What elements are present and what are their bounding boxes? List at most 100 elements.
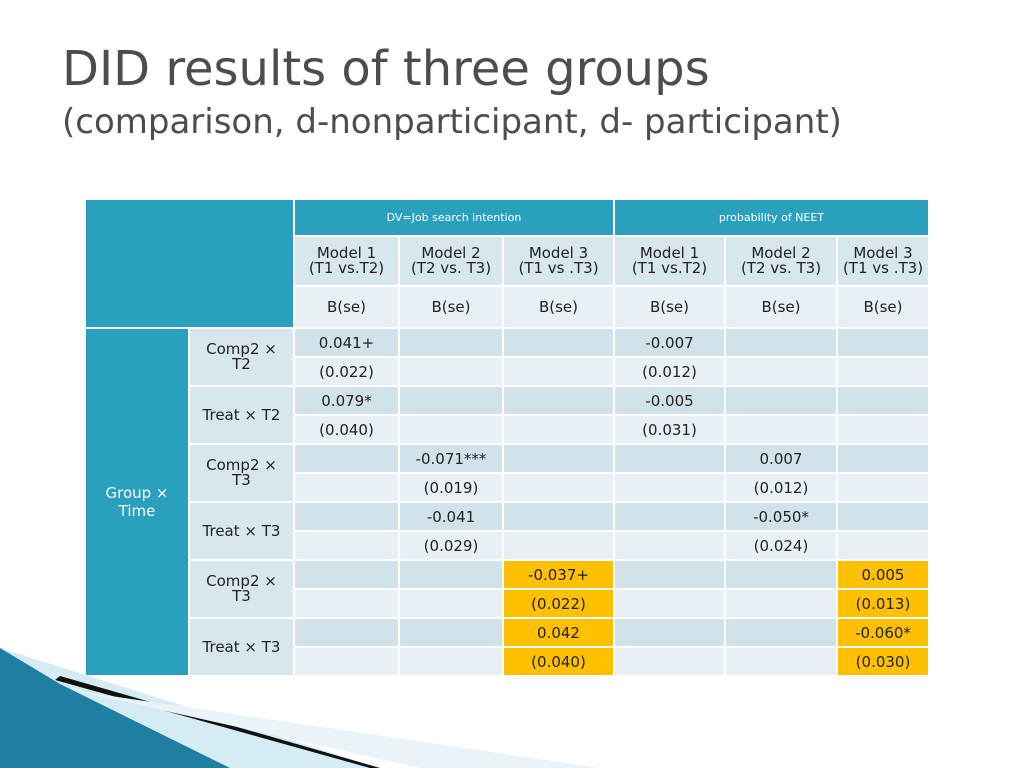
table-cell (398, 414, 504, 445)
table-cell (724, 617, 838, 648)
row-label-line1: Treat × T2 (202, 405, 281, 424)
row-label-line1: Comp2 × (206, 572, 277, 590)
row-label: Comp2 × T3 (188, 443, 295, 503)
table-cell (293, 588, 400, 619)
table-cell (613, 501, 726, 532)
highlighted-cell: -0.060* (836, 617, 930, 648)
model-comparison: (T2 vs. T3) (740, 259, 822, 277)
model-comparison: (T2 vs. T3) (410, 259, 492, 277)
table-cell: -0.005 (613, 385, 726, 416)
did-results-table: DV=Job search intention probability of N… (84, 198, 930, 677)
model-comparison: (T1 vs.T2) (631, 259, 708, 277)
model-header: Model 1 (T1 vs.T2) (613, 235, 726, 287)
model-name: Model 1 (316, 244, 377, 262)
table-cell (293, 443, 400, 474)
table-cell (724, 588, 838, 619)
table-row: Treat × T2 0.079* -0.005 (85, 385, 930, 445)
table-cell (724, 646, 838, 677)
table-cell: 0.079* (293, 385, 400, 416)
table-cell: -0.071*** (398, 443, 504, 474)
table-cell (293, 501, 400, 532)
table-cell (836, 356, 930, 387)
table-cell (724, 559, 838, 590)
row-label: Treat × T3 (188, 501, 295, 561)
table-cell: -0.050* (724, 501, 838, 532)
row-label-line1: Comp2 × (206, 456, 277, 474)
row-label: Comp2 × T2 (188, 327, 295, 387)
table-cell (502, 385, 615, 416)
model-name: Model 2 (751, 244, 811, 262)
model-header: Model 2 (T2 vs. T3) (724, 235, 838, 287)
table-row: (0.040) (0.031) (85, 414, 930, 445)
table-cell (836, 385, 930, 416)
table-cell (613, 472, 726, 503)
table-cell (836, 327, 930, 358)
table-cell: -0.007 (613, 327, 726, 358)
table-row: Comp2 × T3 -0.071*** 0.007 (85, 443, 930, 503)
row-label-line2: T3 (232, 471, 251, 489)
stat-label: B(se) (836, 285, 930, 329)
table-cell: (0.019) (398, 472, 504, 503)
table-cell: (0.012) (724, 472, 838, 503)
title-line1: DID results of three groups (62, 41, 710, 97)
highlighted-cell: (0.022) (502, 588, 615, 619)
stat-label: B(se) (293, 285, 400, 329)
side-group-line1: Group × (105, 484, 169, 502)
table-cell (398, 646, 504, 677)
highlighted-cell: 0.042 (502, 617, 615, 648)
title-line2: (comparison, d-nonparticipant, d- partic… (62, 102, 842, 142)
table-cell (502, 530, 615, 561)
table-row: Treat × T3 0.042 -0.060* (85, 617, 930, 677)
highlighted-cell: (0.030) (836, 646, 930, 677)
row-label-line2: T3 (232, 587, 251, 605)
model-name: Model 2 (421, 244, 481, 262)
stat-label: B(se) (613, 285, 726, 329)
table-cell (724, 327, 838, 358)
table-cell (613, 617, 726, 648)
table-cell: 0.007 (724, 443, 838, 474)
stat-label: B(se) (724, 285, 838, 329)
table-cell: -0.041 (398, 501, 504, 532)
group-header-neet: probability of NEET (613, 198, 930, 237)
table-cell (398, 327, 504, 358)
model-header: Model 3 (T1 vs .T3) (502, 235, 615, 287)
table-cell (613, 530, 726, 561)
row-label: Treat × T2 (188, 385, 295, 445)
table-cell (502, 472, 615, 503)
table-cell (398, 356, 504, 387)
table-cell (502, 443, 615, 474)
table-cell (293, 617, 400, 648)
model-name: Model 1 (639, 244, 700, 262)
model-name: Model 3 (853, 244, 913, 262)
highlighted-cell: (0.013) (836, 588, 930, 619)
table-cell (398, 617, 504, 648)
table-cell (613, 559, 726, 590)
row-label-line1: Comp2 × (206, 340, 277, 358)
table-cell (502, 327, 615, 358)
table-row: (0.022) (0.012) (85, 356, 930, 387)
model-comparison: (T1 vs .T3) (518, 259, 599, 277)
table-cell (836, 414, 930, 445)
table-cell: 0.041+ (293, 327, 400, 358)
table-row: (0.019) (0.012) (85, 472, 930, 503)
table-row: Treat × T3 -0.041 -0.050* (85, 501, 930, 561)
table-cell (836, 530, 930, 561)
row-label-line1: Treat × T3 (202, 521, 281, 540)
table-cell (502, 356, 615, 387)
highlighted-cell: -0.037+ (502, 559, 615, 590)
table-row: Comp2 × T3 -0.037+ 0.005 (85, 559, 930, 619)
table-cell: (0.012) (613, 356, 726, 387)
table-row: (0.029) (0.024) (85, 530, 930, 561)
table-cell (293, 472, 400, 503)
table-row: (0.022) (0.013) (85, 588, 930, 619)
table-cell (398, 385, 504, 416)
table-cell (502, 501, 615, 532)
table-cell (836, 472, 930, 503)
table-cell (613, 646, 726, 677)
model-name: Model 3 (528, 244, 589, 262)
table-cell (398, 588, 504, 619)
model-header: Model 3 (T1 vs .T3) (836, 235, 930, 287)
table-cell (724, 356, 838, 387)
table-cell (502, 414, 615, 445)
table-cell (836, 443, 930, 474)
